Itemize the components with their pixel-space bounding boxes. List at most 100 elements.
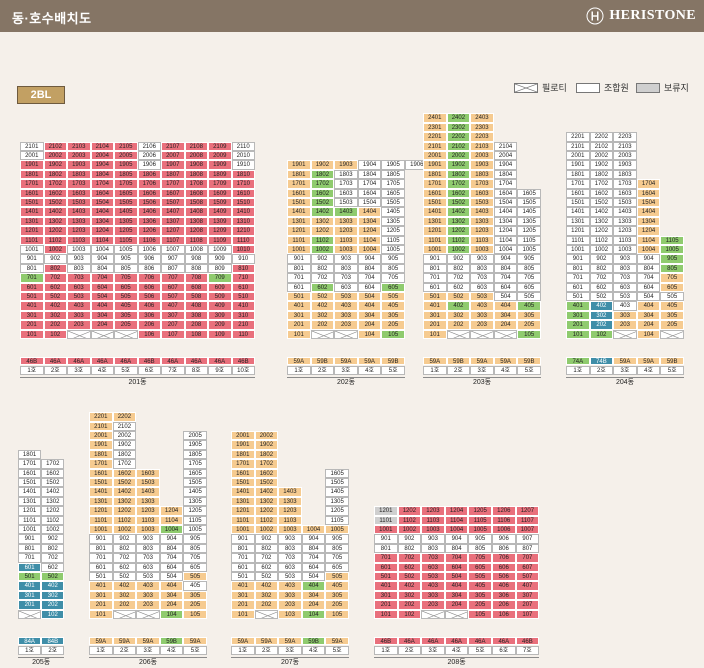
unit-cell[interactable]: 805 (381, 263, 405, 274)
unit-cell[interactable]: 1101 (374, 515, 398, 525)
unit-cell[interactable]: 405 (468, 581, 492, 591)
unit-cell[interactable]: 501 (287, 292, 311, 302)
unit-cell[interactable]: 1602 (41, 468, 65, 478)
unit-cell[interactable]: 201 (18, 600, 42, 610)
unit-cell[interactable]: 705 (381, 273, 405, 283)
unit-cell[interactable]: 705 (468, 553, 492, 563)
unit-cell[interactable]: 1807 (161, 169, 185, 180)
unit-cell[interactable]: 1604 (357, 188, 382, 198)
unit-cell[interactable]: 205 (325, 600, 349, 610)
unit-cell[interactable]: 802 (397, 543, 422, 554)
unit-cell[interactable]: 2002 (43, 151, 67, 161)
unit-cell[interactable]: 204 (301, 600, 326, 610)
unit-cell[interactable]: 1302 (254, 496, 279, 507)
unit-cell[interactable]: 1006 (492, 525, 516, 535)
unit-cell[interactable]: 504 (357, 292, 382, 302)
unit-cell[interactable]: 1105 (381, 235, 405, 245)
unit-cell[interactable]: 1710 (231, 179, 255, 189)
unit-cell[interactable]: 802 (589, 263, 614, 274)
unit-cell[interactable]: 1201 (89, 506, 113, 516)
unit-cell[interactable]: 205 (660, 320, 684, 330)
unit-cell[interactable]: 802 (254, 543, 279, 554)
unit-cell[interactable]: 502 (112, 572, 137, 582)
unit-cell[interactable]: 505 (114, 292, 138, 302)
unit-cell[interactable]: 2104 (493, 141, 518, 151)
unit-cell[interactable]: 608 (184, 282, 208, 292)
unit-cell[interactable]: 503 (613, 292, 637, 302)
unit-cell[interactable]: 602 (41, 562, 65, 572)
unit-cell[interactable]: 302 (310, 310, 335, 321)
unit-cell[interactable]: 1003 (421, 525, 445, 535)
unit-cell[interactable]: 401 (566, 301, 590, 311)
unit-cell[interactable]: 1702 (41, 459, 65, 469)
unit-cell[interactable]: 502 (589, 292, 614, 302)
unit-cell[interactable]: 1805 (114, 169, 138, 180)
unit-cell[interactable]: 603 (470, 282, 494, 292)
unit-cell[interactable]: 303 (470, 310, 494, 321)
unit-cell[interactable]: 1003 (470, 245, 494, 255)
unit-cell[interactable]: 607 (161, 282, 185, 292)
unit-cell[interactable]: 1703 (470, 179, 494, 189)
unit-cell[interactable]: 703 (334, 273, 358, 283)
unit-cell[interactable]: 204 (493, 320, 518, 330)
unit-cell[interactable]: 601 (89, 562, 113, 572)
unit-cell[interactable]: 1502 (41, 478, 65, 488)
unit-cell[interactable]: 1504 (493, 198, 518, 208)
unit-cell[interactable]: 504 (444, 572, 469, 582)
unit-cell[interactable]: 103 (278, 609, 302, 619)
unit-cell[interactable]: 1701 (566, 179, 590, 189)
unit-cell[interactable]: 502 (41, 572, 65, 582)
unit-cell[interactable]: 1609 (208, 188, 232, 198)
unit-cell[interactable]: 2101 (20, 141, 44, 151)
unit-cell[interactable]: 302 (254, 590, 279, 601)
unit-cell[interactable]: 1003 (613, 245, 637, 255)
unit-cell[interactable]: 1205 (325, 506, 349, 516)
unit-cell[interactable]: 701 (89, 553, 113, 563)
unit-cell[interactable]: 905 (468, 534, 492, 544)
unit-cell[interactable]: 801 (423, 263, 447, 274)
unit-cell[interactable]: 702 (446, 273, 471, 283)
unit-cell[interactable]: 1901 (423, 160, 447, 170)
unit-cell[interactable]: 604 (636, 282, 661, 292)
unit-cell[interactable]: 1401 (566, 207, 590, 217)
unit-cell[interactable]: 2102 (43, 141, 67, 151)
unit-cell[interactable]: 403 (613, 301, 637, 311)
unit-cell[interactable]: 1005 (381, 245, 405, 255)
unit-cell[interactable]: 601 (287, 282, 311, 292)
unit-cell[interactable]: 1201 (20, 226, 44, 236)
unit-cell[interactable]: 1403 (613, 207, 637, 217)
unit-cell[interactable]: 1005 (325, 525, 349, 535)
unit-cell[interactable]: 202 (112, 600, 137, 610)
unit-cell[interactable]: 1602 (310, 188, 335, 198)
unit-cell[interactable]: 1503 (613, 198, 637, 208)
unit-cell[interactable]: 2002 (589, 151, 614, 161)
unit-cell[interactable]: 305 (114, 310, 138, 321)
unit-cell[interactable]: 705 (183, 553, 207, 563)
unit-cell[interactable]: 1104 (444, 515, 469, 525)
unit-cell[interactable]: 1408 (184, 207, 208, 217)
unit-cell[interactable]: 1306 (137, 216, 161, 227)
unit-cell[interactable]: 1502 (589, 198, 614, 208)
unit-cell[interactable]: 604 (493, 282, 518, 292)
unit-cell[interactable]: 307 (161, 310, 185, 321)
unit-cell[interactable]: 1702 (446, 179, 471, 189)
unit-cell[interactable]: 1505 (325, 478, 349, 488)
unit-cell[interactable]: 901 (566, 254, 590, 264)
unit-cell[interactable]: 404 (159, 581, 184, 591)
unit-cell[interactable]: 109 (208, 329, 232, 339)
unit-cell[interactable]: 1106 (137, 235, 161, 245)
unit-cell[interactable]: 405 (381, 301, 405, 311)
unit-cell[interactable]: 2008 (184, 151, 208, 161)
unit-cell[interactable]: 1101 (231, 515, 255, 525)
unit-cell[interactable]: 304 (301, 590, 326, 601)
unit-cell[interactable]: 1002 (446, 245, 471, 255)
unit-cell[interactable]: 308 (184, 310, 208, 321)
unit-cell[interactable]: 1007 (515, 525, 540, 535)
unit-cell[interactable]: 903 (136, 534, 160, 544)
unit-cell[interactable]: 501 (423, 292, 447, 302)
unit-cell[interactable]: 1706 (137, 179, 161, 189)
unit-cell[interactable]: 2201 (89, 412, 113, 422)
unit-cell[interactable]: 204 (444, 600, 469, 610)
unit-cell[interactable]: 1403 (334, 207, 358, 217)
unit-cell[interactable]: 2110 (231, 141, 255, 151)
